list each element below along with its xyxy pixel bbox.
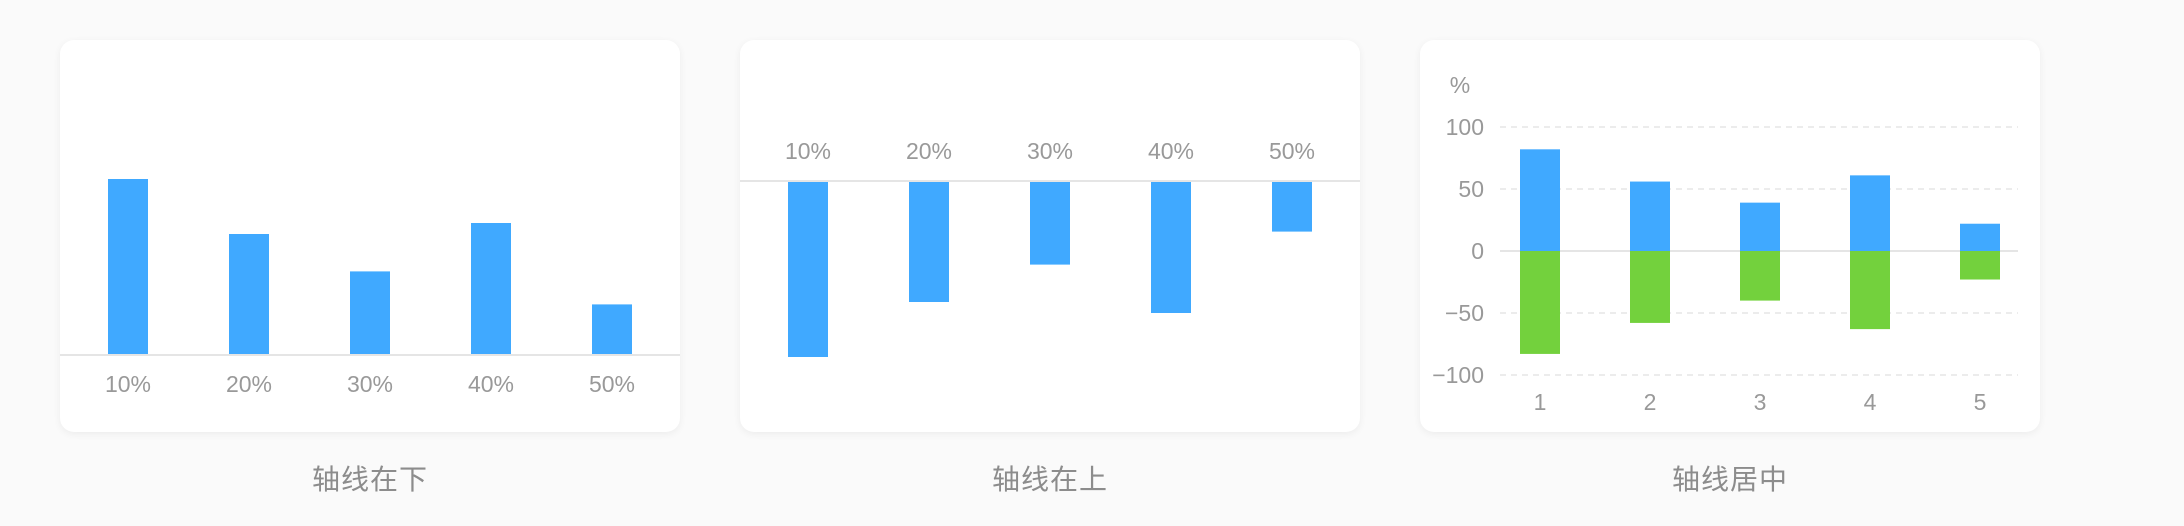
bar-negative: [1630, 251, 1670, 323]
bar-negative: [1740, 251, 1780, 301]
bar: [1272, 181, 1312, 232]
y-tick-label: 0: [1471, 238, 1484, 264]
caption-axis-middle: 轴线居中: [1671, 464, 1788, 495]
bar: [350, 271, 390, 355]
x-tick-label: 2: [1644, 389, 1657, 415]
chart-panel-axis-middle: % 100 50 0 −50 −100 1 2 3 4 5: [1420, 40, 2040, 432]
y-tick-label: 50: [1458, 176, 1484, 202]
bar: [108, 179, 148, 355]
bar: [788, 181, 828, 357]
x-tick-label: 10%: [105, 371, 151, 397]
bar-positive: [1630, 181, 1670, 251]
bar-chart-axis-top: 10% 20% 30% 40% 50%: [740, 138, 1360, 357]
bar: [471, 223, 511, 355]
caption-axis-bottom: 轴线在下: [311, 464, 428, 495]
x-tick-label: 3: [1754, 389, 1767, 415]
bar-negative: [1520, 251, 1560, 354]
x-tick-label: 20%: [906, 138, 952, 164]
bar: [909, 181, 949, 302]
x-tick-label: 10%: [785, 138, 831, 164]
x-tick-label: 30%: [1027, 138, 1073, 164]
x-tick-label: 1: [1534, 389, 1547, 415]
x-tick-label: 20%: [226, 371, 272, 397]
bar-positive: [1520, 149, 1560, 251]
bar-negative: [1960, 251, 2000, 280]
y-tick-label: −50: [1445, 300, 1484, 326]
bar-positive: [1740, 202, 1780, 251]
bar-negative: [1850, 251, 1890, 330]
bar: [592, 304, 632, 355]
bar: [1030, 181, 1070, 265]
bar: [1151, 181, 1191, 313]
caption-axis-top: 轴线在上: [991, 464, 1108, 495]
x-tick-label: 50%: [589, 371, 635, 397]
bar-chart-axis-middle: % 100 50 0 −50 −100 1 2 3 4 5: [1432, 72, 2018, 415]
y-tick-label: 100: [1446, 114, 1484, 140]
x-tick-label: 30%: [347, 371, 393, 397]
bar-positive: [1960, 223, 2000, 251]
bar: [229, 234, 269, 355]
x-tick-label: 40%: [468, 371, 514, 397]
bar-chart-axis-bottom: 10% 20% 30% 40% 50%: [60, 179, 680, 397]
y-axis-unit-label: %: [1450, 72, 1470, 98]
chart-panel-axis-bottom: 10% 20% 30% 40% 50%: [60, 40, 680, 432]
x-tick-label: 5: [1974, 389, 1987, 415]
bar-positive: [1850, 175, 1890, 251]
x-tick-label: 4: [1864, 389, 1877, 415]
x-tick-label: 50%: [1269, 138, 1315, 164]
chart-panel-axis-top: 10% 20% 30% 40% 50%: [740, 40, 1360, 432]
y-tick-label: −100: [1432, 362, 1484, 388]
x-tick-label: 40%: [1148, 138, 1194, 164]
